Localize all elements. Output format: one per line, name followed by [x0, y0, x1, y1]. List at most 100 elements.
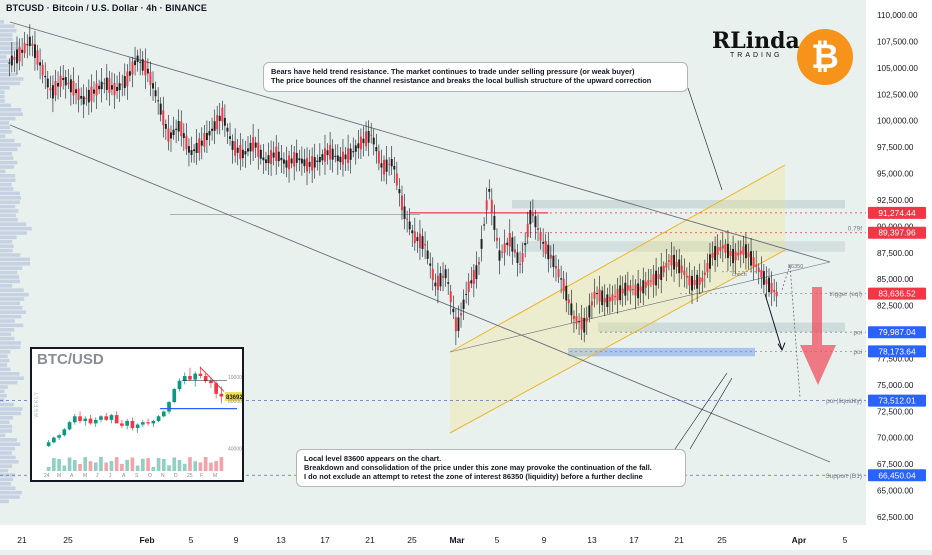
candle-body — [760, 270, 763, 278]
level-label: 0.79f — [848, 225, 862, 232]
candle-body — [714, 245, 717, 261]
inset-x-tick: N — [161, 473, 165, 479]
inset-candle-body — [125, 421, 129, 426]
inset-candle-body — [135, 424, 140, 429]
volume-profile-bar — [0, 284, 13, 288]
y-tick-label: 67,500.00 — [877, 460, 914, 469]
brand-logo-sub: TRADING — [730, 52, 783, 59]
volume-profile-bar — [0, 81, 21, 86]
inset-candle-body — [99, 416, 103, 420]
candle-body — [688, 275, 691, 286]
volume-profile-bar — [0, 182, 12, 187]
x-tick-label: 5 — [189, 535, 194, 545]
candle-body — [77, 88, 80, 101]
volume-profile-bar — [0, 407, 23, 411]
candle-body — [572, 315, 575, 320]
price-zone — [512, 199, 845, 209]
note-bottom-pointer — [689, 377, 733, 450]
candle-body — [67, 82, 70, 85]
price-tag-bg — [868, 326, 926, 339]
candle-body — [611, 294, 614, 301]
candles — [8, 24, 778, 346]
price-tag-label: 66,450.04 — [878, 470, 916, 480]
candle-body — [198, 138, 201, 153]
candle-body — [185, 135, 188, 150]
candle-body — [470, 280, 473, 284]
candle-body — [141, 59, 144, 71]
volume-profile-bar — [0, 314, 22, 319]
candle-body — [262, 157, 265, 161]
inset-y-tick: 100000 — [228, 375, 242, 381]
inset-x-tick: 24 — [44, 473, 50, 479]
candle-body — [377, 151, 380, 164]
volume-profile-bar — [0, 248, 13, 253]
candle-body — [82, 96, 85, 105]
inset-price-tag-bg — [225, 392, 242, 402]
price-tag-bg — [868, 206, 926, 219]
volume-profile-bar — [0, 332, 12, 336]
candle-body — [724, 244, 727, 253]
candle-body — [449, 291, 452, 303]
x-tick-label: 25 — [407, 535, 417, 545]
inset-candle-body — [109, 415, 114, 420]
volume-profile-bar — [0, 429, 13, 433]
volume-profile-bar — [0, 68, 10, 72]
chart-title: BTCUSD · Bitcoin / U.S. Dollar · 4h · BI… — [6, 3, 208, 13]
candle-body — [123, 76, 126, 89]
volume-profile-bar — [0, 244, 14, 248]
candle-body — [62, 77, 65, 80]
y-tick-label: 87,500.00 — [877, 249, 914, 258]
volume-profile-bar — [0, 416, 14, 420]
candle-body — [306, 157, 308, 172]
inset-volume-bar — [120, 463, 124, 471]
candle-body — [51, 85, 54, 99]
candle-body — [565, 285, 568, 301]
candle-body — [275, 146, 278, 162]
inset-volume-bar — [156, 458, 161, 471]
volume-profile-bar — [0, 398, 5, 402]
candle-body — [534, 216, 537, 228]
candle-body — [649, 280, 652, 282]
candle-body — [218, 115, 221, 121]
candle-body — [616, 288, 619, 301]
candle-body — [703, 272, 706, 275]
inset-volume-bar — [93, 462, 98, 471]
candle-body — [98, 85, 101, 90]
note-bottom-line: Local level 83600 appears on the chart. — [304, 454, 442, 463]
candle-body — [434, 282, 437, 287]
level-label: poi — [853, 349, 862, 356]
candle-body — [557, 269, 560, 278]
inset-chart-canvas: 83692 100000 80000 40000 24 M A M J J A S O N D 25 F M — [44, 366, 242, 479]
inset-ylabel: WEEKLY — [34, 391, 40, 418]
inset-candle-body — [72, 416, 77, 423]
candle-body — [655, 270, 658, 286]
candle-body — [64, 77, 67, 86]
level-label: poi (liquidity) — [826, 398, 862, 405]
price-tag-bg — [868, 394, 926, 407]
volume-profile-bar — [0, 323, 24, 328]
candle-body — [755, 264, 758, 267]
inset-candle-body — [209, 380, 213, 384]
candle-body — [390, 159, 393, 167]
candle-body — [175, 128, 178, 130]
brand-logo-text: RLinda — [712, 28, 800, 54]
candle-body — [716, 246, 719, 256]
candle-body — [33, 44, 36, 58]
candle-body — [288, 155, 291, 170]
volume-profile-bar — [0, 240, 13, 244]
candle-body — [562, 278, 565, 292]
candle-body — [126, 71, 129, 87]
x-tick-label: 13 — [276, 535, 286, 545]
volume-profile-bar — [0, 222, 27, 226]
candle-body — [190, 150, 193, 155]
candle-body — [385, 159, 388, 172]
candle-body — [665, 262, 668, 268]
candle-body — [44, 75, 47, 78]
volume-profile-bar — [0, 411, 22, 416]
candle-body — [54, 81, 57, 96]
volume-profile-bar — [0, 59, 12, 64]
inset-x-tick: D — [174, 473, 178, 479]
note-bottom-pointer — [674, 372, 728, 450]
